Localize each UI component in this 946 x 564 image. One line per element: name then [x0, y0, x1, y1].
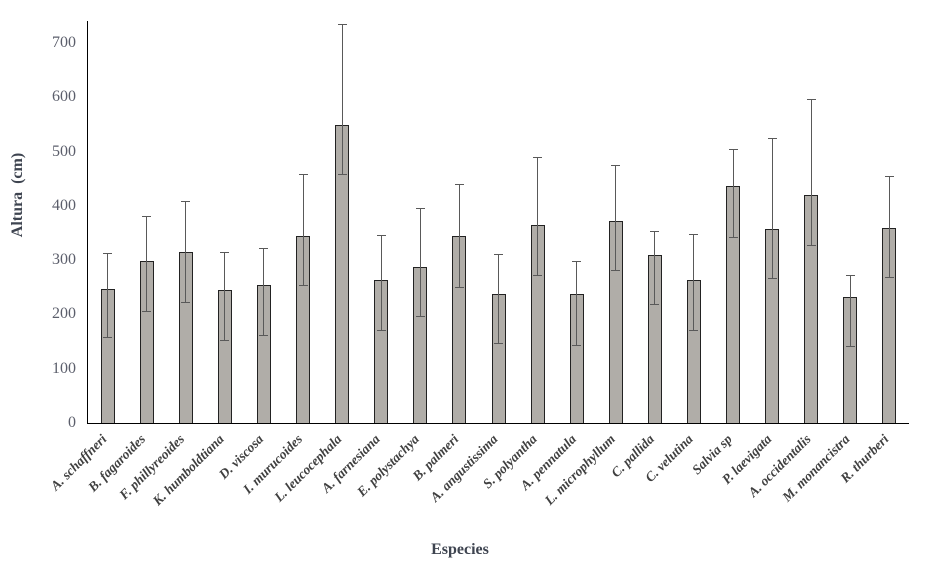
error-bar-cap	[611, 270, 621, 271]
error-bar-cap	[533, 157, 543, 159]
error-bar-cap	[806, 99, 816, 100]
error-bar	[146, 217, 148, 313]
error-bar-cap	[103, 337, 113, 339]
error-bar-cap	[142, 311, 152, 313]
error-bar-cap	[767, 138, 777, 140]
error-bar-cap	[181, 200, 191, 202]
error-bar-cap	[572, 261, 582, 263]
error-bar	[302, 174, 304, 287]
error-bar-cap	[337, 174, 347, 176]
error-bar	[654, 231, 656, 306]
y-tick-label: 300	[52, 251, 76, 269]
error-bar	[341, 25, 343, 176]
error-bar-cap	[220, 340, 230, 342]
y-tick-label: 700	[52, 34, 76, 51]
y-tick-label: 500	[52, 142, 76, 160]
error-bar-cap	[181, 302, 191, 304]
error-bar	[419, 208, 421, 318]
y-tick-label: 200	[52, 305, 76, 323]
error-bar	[185, 201, 187, 304]
error-bar-cap	[259, 248, 269, 250]
error-bar	[263, 249, 265, 337]
error-bar-cap	[259, 335, 269, 337]
error-bar-cap	[650, 230, 660, 232]
error-bar	[693, 235, 695, 332]
error-bar-cap	[884, 277, 894, 279]
error-bar	[849, 275, 851, 347]
error-bar	[888, 177, 890, 279]
error-bar	[771, 139, 773, 280]
x-axis-title: Especies	[431, 541, 489, 558]
error-bar-cap	[845, 274, 855, 276]
error-bar-cap	[533, 274, 543, 276]
error-bar-cap	[728, 148, 738, 150]
error-bar-cap	[415, 316, 425, 318]
error-bar-cap	[454, 286, 464, 288]
y-tick-label: 600	[52, 88, 76, 106]
error-bar	[537, 158, 539, 276]
error-bar-cap	[298, 173, 308, 175]
error-bar-cap	[298, 285, 308, 287]
error-bar-cap	[337, 24, 347, 26]
error-bar-cap	[494, 254, 503, 256]
error-bar-cap	[806, 245, 816, 247]
y-tick-label: 100	[52, 359, 76, 377]
error-bar	[615, 165, 617, 271]
y-tick-label: 0	[68, 414, 76, 431]
error-bar	[576, 262, 578, 346]
error-bar-cap	[494, 343, 503, 345]
error-bar-cap	[689, 234, 699, 236]
error-bar-cap	[142, 216, 152, 218]
error-bar-cap	[376, 235, 386, 237]
error-bar-cap	[884, 176, 894, 178]
error-bar	[732, 149, 734, 238]
error-bar	[458, 185, 460, 288]
error-bar	[498, 255, 499, 345]
error-bar	[380, 236, 382, 332]
error-bar	[810, 100, 812, 247]
error-bar-cap	[611, 164, 621, 166]
error-bar-cap	[650, 304, 660, 306]
error-bar-cap	[415, 207, 425, 209]
error-bar-cap	[220, 252, 230, 254]
y-tick-label: 400	[52, 196, 76, 214]
error-bar-cap	[454, 184, 464, 186]
error-bar-cap	[845, 346, 855, 347]
error-bar-cap	[767, 278, 777, 280]
error-bar-cap	[728, 236, 738, 238]
error-bar-cap	[103, 252, 113, 254]
error-bar	[107, 253, 109, 339]
error-bar-cap	[376, 330, 386, 332]
error-bar-cap	[689, 330, 699, 332]
error-bar	[224, 253, 226, 342]
error-bar-cap	[572, 344, 582, 346]
plot-area	[87, 21, 909, 424]
